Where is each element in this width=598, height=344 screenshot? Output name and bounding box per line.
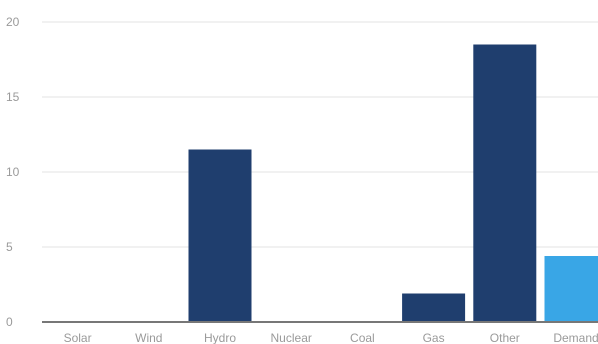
bar-other <box>473 44 537 322</box>
x-tick-label: Wind <box>135 331 162 344</box>
x-tick-label: Gas <box>423 331 445 344</box>
y-tick-label: 20 <box>6 15 20 29</box>
x-tick-label: Other <box>490 331 520 344</box>
x-tick-label: Solar <box>64 331 92 344</box>
y-tick-label: 5 <box>6 240 13 254</box>
bar-demand <box>544 256 598 322</box>
bar-gas <box>402 293 466 322</box>
y-tick-label: 15 <box>6 90 20 104</box>
x-tick-label: Demand <box>553 331 598 344</box>
x-tick-label: Hydro <box>204 331 236 344</box>
y-tick-label: 10 <box>6 165 20 179</box>
x-tick-label: Coal <box>350 331 375 344</box>
y-tick-label: 0 <box>6 315 13 329</box>
bars <box>188 44 598 322</box>
x-tick-label: Nuclear <box>271 331 312 344</box>
bar-hydro <box>188 149 252 322</box>
tick-labels: 0 5 10 15 20 Solar Wind Hydro Nuclear Coal Gas Othe… <box>6 15 598 344</box>
